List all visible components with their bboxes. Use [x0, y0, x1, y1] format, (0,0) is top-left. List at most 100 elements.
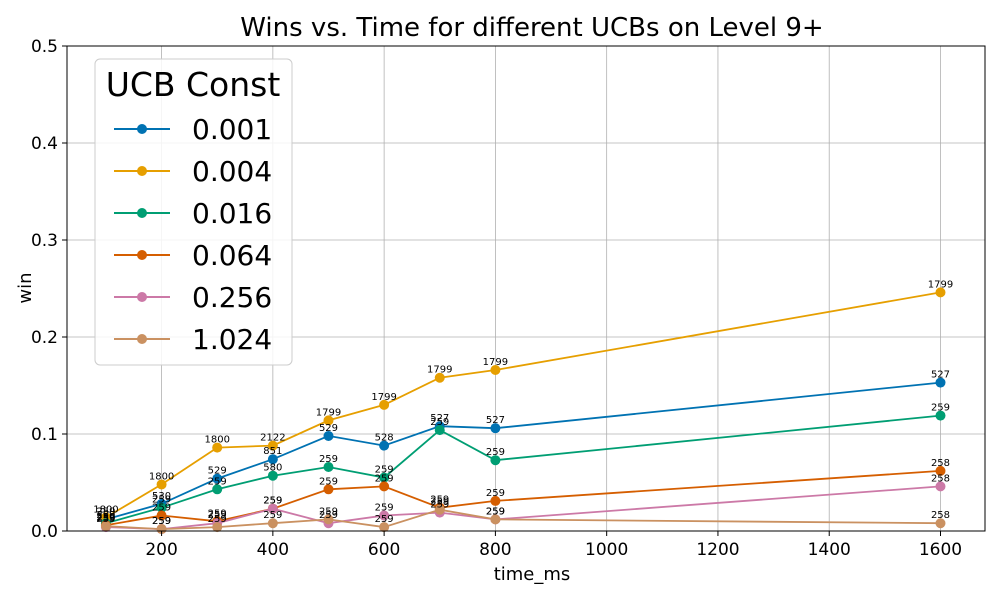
data-point — [935, 377, 946, 388]
data-point — [212, 473, 223, 484]
data-label: 1799 — [316, 407, 341, 418]
data-label: 259 — [375, 514, 394, 525]
data-point — [935, 465, 946, 476]
legend-entry-label: 0.001 — [192, 113, 272, 146]
x-tick-label: 1600 — [919, 540, 962, 560]
data-point — [212, 522, 223, 533]
data-point — [212, 442, 223, 453]
x-tick-label: 400 — [257, 540, 289, 560]
data-label: 259 — [263, 496, 282, 507]
data-label: 530 — [152, 491, 171, 502]
data-label: 527 — [430, 413, 449, 424]
data-label: 259 — [96, 512, 115, 523]
data-point — [379, 510, 390, 521]
data-label: 259 — [486, 506, 505, 517]
data-point — [434, 372, 445, 383]
data-point — [490, 514, 501, 525]
data-label: 259 — [375, 473, 394, 484]
data-point — [267, 518, 278, 529]
data-label: 259 — [208, 476, 227, 487]
data-label: 259 — [96, 514, 115, 525]
data-point — [935, 287, 946, 298]
legend-swatch-marker — [137, 334, 147, 344]
y-tick-label: 0.0 — [31, 522, 58, 542]
data-label: 259 — [375, 502, 394, 513]
data-label: 259 — [375, 465, 394, 476]
legend-entry-label: 0.064 — [192, 239, 272, 272]
data-point — [490, 495, 501, 506]
legend-title: UCB Const — [106, 65, 281, 104]
data-point — [935, 410, 946, 421]
data-point — [100, 521, 111, 532]
y-axis-label: win — [15, 272, 36, 303]
data-point — [379, 472, 390, 483]
data-point — [490, 455, 501, 466]
data-point — [156, 524, 167, 535]
legend-entry-label: 0.256 — [192, 281, 272, 314]
data-point — [323, 415, 334, 426]
data-point — [212, 484, 223, 495]
data-point — [156, 510, 167, 521]
data-label: 259 — [319, 510, 338, 521]
data-label: 851 — [263, 446, 282, 457]
data-label: 1800 — [93, 504, 118, 515]
legend-entry-label: 1.024 — [192, 323, 272, 356]
data-label: 259 — [486, 488, 505, 499]
data-label: 1799 — [427, 365, 452, 376]
data-point — [935, 518, 946, 529]
data-label: 259 — [152, 502, 171, 513]
data-point — [267, 440, 278, 451]
y-tick-label: 0.2 — [31, 328, 58, 348]
data-label: 580 — [263, 463, 282, 474]
data-point — [434, 504, 445, 515]
x-tick-label: 1000 — [585, 540, 628, 560]
y-tick-label: 0.4 — [31, 134, 58, 154]
data-label: 259 — [319, 476, 338, 487]
data-point — [379, 440, 390, 451]
legend-swatch-marker — [137, 166, 147, 176]
data-label: 259 — [319, 506, 338, 517]
data-label: 259 — [96, 513, 115, 524]
data-label: 259 — [152, 516, 171, 527]
data-point — [490, 423, 501, 434]
data-label: 259 — [96, 506, 115, 517]
data-point — [156, 502, 167, 513]
data-label: 1799 — [483, 357, 508, 368]
data-point — [323, 484, 334, 495]
data-point — [379, 522, 390, 533]
data-label: 259 — [208, 508, 227, 519]
y-ticks: 0.0 0.1 0.2 0.3 0.4 0.5 — [31, 37, 67, 542]
data-label: 258 — [931, 510, 950, 521]
legend-swatch-marker — [137, 208, 147, 218]
data-label: 529 — [319, 423, 338, 434]
data-point — [156, 479, 167, 490]
x-tick-label: 600 — [368, 540, 400, 560]
data-label: 259 — [486, 506, 505, 517]
y-tick-label: 0.5 — [31, 37, 58, 57]
data-label: 259 — [152, 495, 171, 506]
data-label: 1799 — [928, 279, 953, 290]
legend: UCB Const 0.001 0.004 0.016 0.064 0.256 1.024 — [94, 58, 293, 366]
data-point — [323, 430, 334, 441]
data-label: 528 — [375, 433, 394, 444]
data-label: 529 — [208, 466, 227, 477]
data-point — [379, 481, 390, 492]
data-label: 259 — [430, 500, 449, 511]
x-axis-label: time_ms — [494, 564, 571, 585]
y-tick-label: 0.1 — [31, 425, 58, 445]
data-label: 1799 — [371, 392, 396, 403]
legend-items: 0.001 0.004 0.016 0.064 0.256 1.024 — [114, 113, 272, 356]
x-tick-label: 800 — [479, 540, 511, 560]
data-point — [379, 399, 390, 410]
x-tick-label: 1200 — [696, 540, 739, 560]
data-label: 259 — [208, 514, 227, 525]
data-point — [935, 481, 946, 492]
data-label: 259 — [96, 510, 115, 521]
data-point — [267, 470, 278, 481]
data-label: 258 — [931, 458, 950, 469]
data-point — [323, 514, 334, 525]
series-group — [100, 287, 946, 535]
x-ticks: 200 400 600 800 1000 1200 1400 1600 — [145, 531, 962, 560]
